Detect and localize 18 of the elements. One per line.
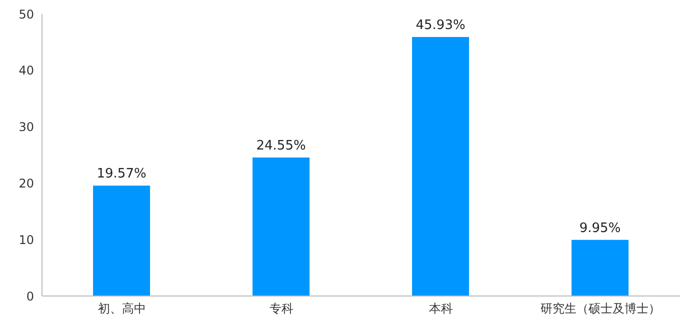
y-tick-label: 20 <box>18 176 34 190</box>
y-tick-label: 10 <box>18 232 34 247</box>
x-tick-label: 初、高中 <box>98 302 146 316</box>
x-tick-label: 本科 <box>428 302 453 316</box>
x-tick-label: 专科 <box>269 302 294 316</box>
bar <box>93 186 150 296</box>
y-tick-label: 40 <box>18 64 34 78</box>
bar <box>412 36 470 296</box>
y-tick-label: 30 <box>18 120 34 134</box>
bar <box>572 240 629 296</box>
x-tick-label: 研究生（硕士及博士） <box>540 302 660 316</box>
data-label: 45.93% <box>416 18 466 33</box>
data-label: 24.55% <box>256 138 306 154</box>
data-label: 19.57% <box>96 166 146 182</box>
data-label: 9.95% <box>579 220 621 236</box>
bar <box>252 158 310 296</box>
y-tick-label: 0 <box>26 289 34 304</box>
y-tick-label: 50 <box>18 7 34 22</box>
